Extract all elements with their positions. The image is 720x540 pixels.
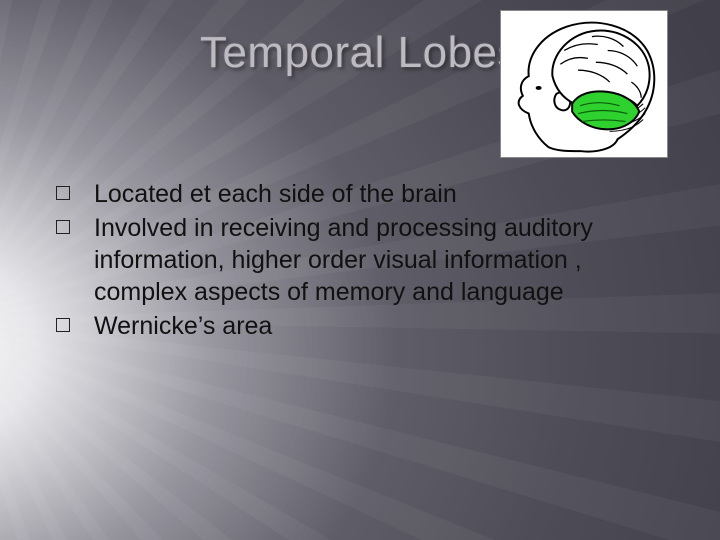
bullet-square-icon (56, 186, 70, 200)
bullet-list: Located et each side of the brain Involv… (56, 178, 678, 344)
bullet-text: Wernicke’s area (94, 310, 678, 342)
bullet-text: Located et each side of the brain (94, 178, 678, 210)
brain-icon (501, 11, 667, 157)
list-item: Wernicke’s area (56, 310, 678, 342)
slide: Temporal Lobes (0, 0, 720, 540)
bullet-text: Involved in receiving and processing aud… (94, 212, 678, 308)
brain-illustration (500, 10, 668, 158)
bullet-square-icon (56, 318, 70, 332)
bullet-square-icon (56, 220, 70, 234)
list-item: Located et each side of the brain (56, 178, 678, 210)
list-item: Involved in receiving and processing aud… (56, 212, 678, 308)
